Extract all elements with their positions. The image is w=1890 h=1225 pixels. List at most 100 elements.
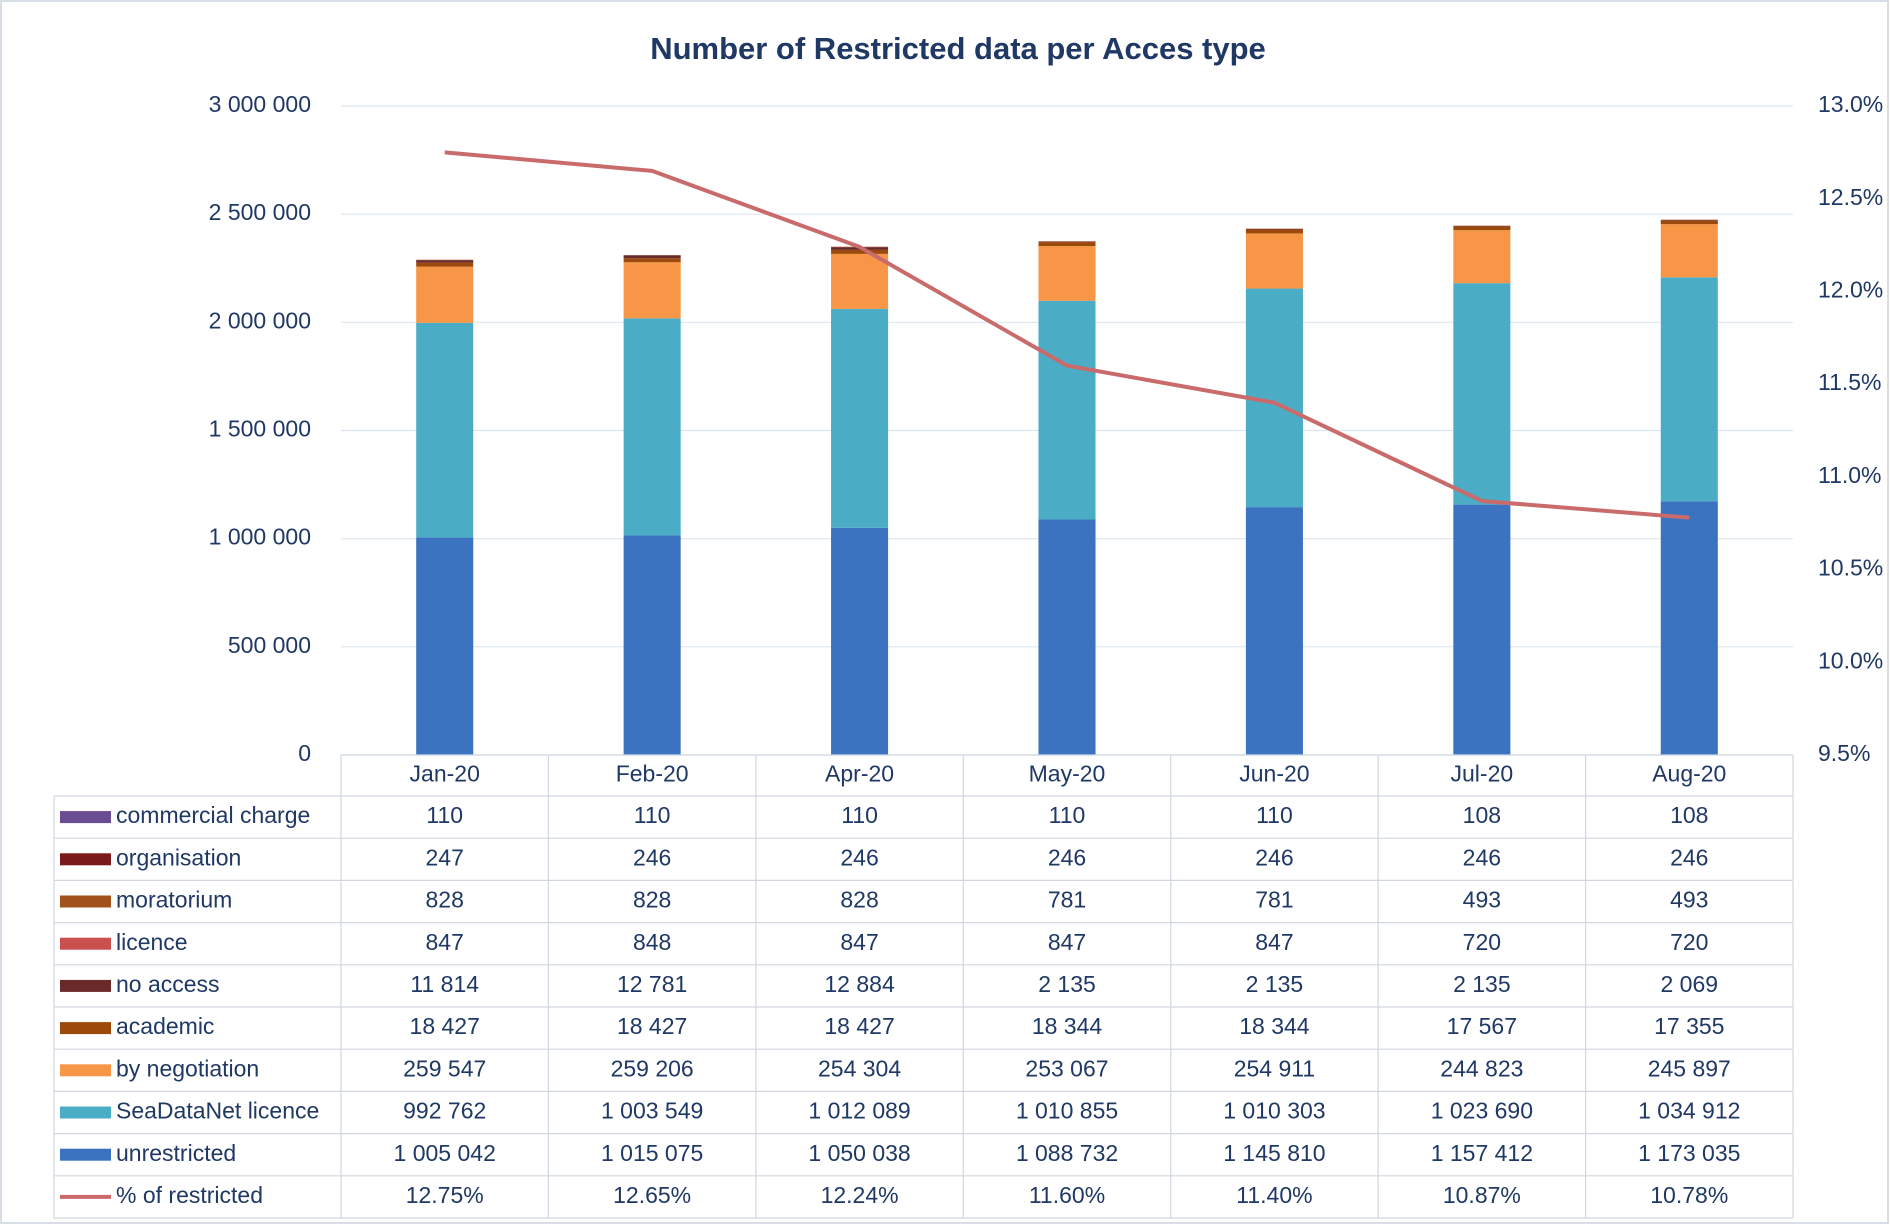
table-value: 18 427 (617, 1013, 687, 1039)
legend-label: moratorium (116, 887, 232, 913)
x-tick-label: Aug-20 (1652, 761, 1726, 787)
table-value: 110 (841, 802, 878, 828)
bar-segment (1038, 519, 1096, 755)
table-value: 828 (840, 887, 878, 913)
bar-segment (416, 322, 474, 538)
bar-segment (623, 258, 681, 263)
table-value: 246 (1255, 844, 1293, 870)
table-value: 110 (1049, 802, 1086, 828)
table-value: 720 (1670, 929, 1708, 955)
legend-key (60, 853, 111, 866)
table-value: 12.75% (406, 1182, 484, 1208)
legend-key (60, 979, 111, 992)
legend-key (60, 1064, 111, 1077)
x-tick-label: Jul-20 (1451, 761, 1514, 787)
legend-label: commercial charge (116, 802, 310, 828)
bar-segment (831, 527, 889, 755)
table-value: 110 (426, 802, 463, 828)
table-value: 493 (1670, 887, 1708, 913)
x-tick-label: Jan-20 (410, 761, 480, 787)
y-tick-label: 2 000 000 (209, 307, 311, 333)
table-value: 246 (840, 844, 878, 870)
bar-segment (1660, 277, 1718, 502)
table-value: 259 206 (611, 1055, 694, 1081)
table-value: 1 012 089 (808, 1098, 910, 1124)
bar-segment (1245, 233, 1303, 289)
bar-segment (1038, 242, 1096, 247)
bar-segment (1453, 226, 1511, 231)
bar-segment (831, 249, 889, 254)
table-value: 12.24% (821, 1182, 899, 1208)
bar-segment (1038, 246, 1096, 301)
bar-segment (416, 262, 474, 267)
y-tick-label: 500 000 (228, 632, 311, 658)
table-value: 245 897 (1648, 1055, 1731, 1081)
table-value: 18 344 (1239, 1013, 1310, 1039)
legend-label: by negotiation (116, 1055, 259, 1081)
legend-key (60, 895, 111, 908)
legend-label: unrestricted (116, 1140, 236, 1166)
table-value: 1 173 035 (1638, 1140, 1740, 1166)
bar-segment (1453, 283, 1511, 505)
legend-key (60, 811, 111, 824)
table-value: 247 (426, 844, 464, 870)
table-value: 18 427 (410, 1013, 480, 1039)
table-value: 1 010 303 (1223, 1098, 1325, 1124)
table-value: 2 135 (1453, 971, 1511, 997)
table-value: 17 567 (1447, 1013, 1517, 1039)
table-value: 828 (426, 887, 464, 913)
bar-segment (416, 260, 474, 263)
table-value: 244 823 (1440, 1055, 1523, 1081)
bar-segment (1038, 300, 1096, 520)
bar-segment (416, 266, 474, 323)
bar-segment (623, 535, 681, 755)
table-value: 781 (1255, 887, 1293, 913)
bar-segment (831, 308, 889, 528)
legend-label: no access (116, 971, 220, 997)
table-value: 10.87% (1443, 1182, 1521, 1208)
table-value: 2 135 (1038, 971, 1096, 997)
y2-tick-label: 11.0% (1818, 462, 1882, 488)
table-value: 11.40% (1236, 1182, 1312, 1208)
table-value: 246 (633, 844, 671, 870)
y-tick-label: 1 000 000 (209, 524, 311, 550)
table-value: 847 (426, 929, 464, 955)
bar-segment (623, 255, 681, 259)
table-value: 1 157 412 (1431, 1140, 1533, 1166)
table-value: 254 911 (1234, 1055, 1315, 1081)
table-value: 1 003 549 (601, 1098, 703, 1124)
table-value: 1 023 690 (1431, 1098, 1533, 1124)
legend-label: SeaDataNet licence (116, 1098, 319, 1124)
bar-segment (1660, 224, 1718, 278)
table-value: 2 135 (1246, 971, 1304, 997)
table-value: 108 (1670, 802, 1708, 828)
table-value: 12 884 (824, 971, 895, 997)
table-value: 781 (1048, 887, 1086, 913)
table-value: 1 050 038 (808, 1140, 910, 1166)
table-value: 17 355 (1654, 1013, 1724, 1039)
bar-segment (1245, 229, 1303, 234)
y2-tick-label: 12.5% (1818, 184, 1883, 210)
table-value: 11.60% (1029, 1182, 1105, 1208)
table-value: 18 427 (824, 1013, 894, 1039)
legend-label: organisation (116, 844, 241, 870)
bar-segment (1453, 230, 1511, 284)
table-value: 10.78% (1650, 1182, 1728, 1208)
table-value: 12.65% (613, 1182, 691, 1208)
x-tick-label: May-20 (1029, 761, 1106, 787)
legend-label: % of restricted (116, 1182, 263, 1208)
x-tick-label: Feb-20 (616, 761, 689, 787)
bar-segment (1453, 504, 1511, 755)
y-tick-label: 3 000 000 (209, 91, 311, 117)
table-value: 1 010 855 (1016, 1098, 1118, 1124)
legend-key (60, 1148, 111, 1161)
y2-tick-label: 11.5% (1818, 369, 1882, 395)
bar-segment (623, 318, 681, 536)
table-value: 493 (1463, 887, 1501, 913)
table-value: 1 005 042 (394, 1140, 496, 1166)
y2-tick-label: 10.0% (1818, 647, 1883, 673)
table-value: 1 088 732 (1016, 1140, 1118, 1166)
bar-segment (1660, 501, 1718, 755)
